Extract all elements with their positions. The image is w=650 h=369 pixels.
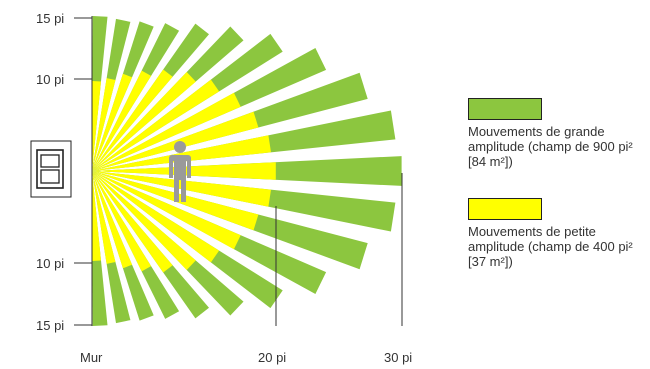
y-label-15-bottom: 15 pi xyxy=(36,318,64,333)
small-motion-beam xyxy=(92,171,196,270)
small-motion-beam xyxy=(92,73,133,171)
small-motion-zone xyxy=(92,69,276,273)
small-motion-beam xyxy=(92,171,152,272)
legend-small-motion: Mouvements de petite amplitude (champ de… xyxy=(468,198,650,269)
legend-large-motion: Mouvements de grande amplitude (champ de… xyxy=(468,98,650,169)
x-label-20: 20 pi xyxy=(258,350,286,365)
small-motion-beam xyxy=(92,171,220,263)
small-motion-beam xyxy=(92,78,116,171)
y-label-10-bottom: 10 pi xyxy=(36,256,64,271)
y-label-15-top: 15 pi xyxy=(36,11,64,26)
x-label-30: 30 pi xyxy=(384,350,412,365)
small-motion-beam xyxy=(92,81,101,171)
small-motion-beam xyxy=(92,171,173,273)
small-motion-beam xyxy=(92,70,152,171)
small-motion-beam xyxy=(92,92,241,171)
small-motion-beam xyxy=(92,72,196,171)
small-motion-beam xyxy=(92,171,133,269)
y-label-10-top: 10 pi xyxy=(36,72,64,87)
x-label-wall: Mur xyxy=(80,350,103,365)
small-motion-beam xyxy=(92,135,271,171)
legend-swatch-small xyxy=(468,198,542,220)
small-motion-beam xyxy=(92,69,173,171)
legend-label-large: Mouvements de grande amplitude (champ de… xyxy=(468,124,633,169)
sensor-icon xyxy=(30,140,72,198)
legend-swatch-large xyxy=(468,98,542,120)
small-motion-beam xyxy=(92,79,220,171)
small-motion-beam xyxy=(92,111,259,171)
small-motion-beam xyxy=(92,171,101,261)
small-motion-beam xyxy=(92,171,241,250)
small-motion-beam xyxy=(92,171,116,264)
legend-label-small: Mouvements de petite amplitude (champ de… xyxy=(468,224,633,269)
person-icon xyxy=(169,141,191,202)
